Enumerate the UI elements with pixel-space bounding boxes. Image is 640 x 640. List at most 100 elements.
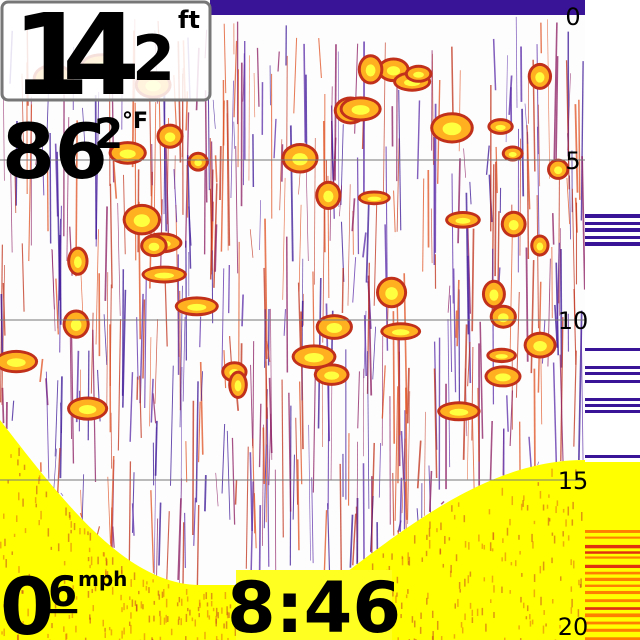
bottom-speckle [121,607,123,613]
bottom-speckle [153,600,156,605]
bottom-speckle [47,633,49,638]
fish-arch-core [442,122,462,136]
return-streak [462,324,468,460]
return-streak [253,493,257,549]
return-streak [362,463,365,560]
bottom-speckle [400,602,403,609]
return-streak [265,444,268,523]
bottom-speckle [167,616,169,622]
bottom-speckle [87,556,90,562]
bottom-speckle [185,636,187,640]
bottom-speckle [104,627,106,632]
return-streak [373,202,378,306]
return-streak [121,269,125,396]
return-streak [339,185,343,217]
bottom-speckle [581,512,583,521]
bottom-speckle [518,625,520,630]
return-streak [221,424,226,494]
return-streak [312,368,316,493]
bottom-speckle [135,604,138,611]
return-streak [117,202,121,316]
bottom-speckle [467,575,470,584]
return-streak [21,243,25,312]
bottom-speckle [567,535,570,541]
strip-bottom-line [585,599,640,603]
strip-bottom-line [585,637,640,640]
return-streak [136,376,139,400]
return-streak [455,310,458,338]
bottom-speckle [571,519,574,526]
bottom-speckle [67,533,70,542]
strip-mark [585,214,640,218]
fish-arch-core [133,214,150,228]
bottom-speckle [420,612,422,619]
return-streak [234,479,238,505]
bottom-speckle [493,612,495,618]
bottom-speckle [501,557,503,562]
bottom-speckle [421,557,424,562]
bottom-speckle [391,553,393,560]
bottom-speckle [464,578,466,587]
bottom-speckle [522,500,524,507]
return-streak [199,316,202,348]
bottom-speckle [7,480,9,484]
bottom-speckle [178,596,181,603]
bottom-speckle [185,588,188,595]
return-streak [204,475,207,512]
bottom-speckle [529,620,532,627]
bottom-speckle [212,607,215,612]
return-streak [2,282,6,336]
bottom-speckle [436,528,438,533]
return-streak [281,144,284,182]
bottom-speckle [407,561,410,565]
return-streak [356,157,360,255]
bottom-speckle [5,559,7,568]
return-streak [451,46,454,122]
bottom-speckle [22,621,24,628]
return-streak [339,463,343,578]
bottom-speckle [217,612,219,619]
return-streak [196,504,200,586]
return-streak [396,295,401,436]
return-streak [256,47,260,107]
return-streak [112,526,115,548]
bottom-speckle [227,637,229,640]
return-streak [95,229,99,345]
bottom-speckle [559,576,562,581]
bottom-speckle [526,504,529,511]
bottom-speckle [22,590,24,594]
return-streak [506,395,509,432]
bottom-speckle [491,548,494,552]
bottom-speckle [187,607,189,612]
history-marks [585,214,640,640]
bottom-speckle [382,553,385,558]
return-streak [385,146,388,286]
return-streak [407,391,411,524]
clock: 8:46 [227,567,401,640]
bottom-speckle [559,624,561,629]
return-streak [396,138,400,232]
fish-arch-core [455,217,471,224]
depth-tenth: 2 [132,22,175,95]
bottom-speckle [395,595,397,603]
return-streak [53,448,57,491]
return-streak [573,350,577,447]
bottom-speckle [531,533,533,543]
sonar-returns [0,16,586,586]
return-streak [35,143,39,165]
bottom-speckle [75,596,78,600]
fish-arch-core [367,196,381,202]
return-streak [393,190,396,233]
return-streak [422,178,425,272]
bottom-speckle [45,491,48,498]
bottom-speckle [151,637,153,640]
return-streak [424,411,426,516]
strip-bottom [585,462,640,640]
return-streak [574,104,579,193]
bottom-speckle [234,623,237,629]
return-streak [416,508,419,522]
bottom-speckle [413,620,416,628]
bottom-speckle [71,613,74,619]
bottom-speckle [15,515,18,522]
bottom-speckle [523,495,525,501]
